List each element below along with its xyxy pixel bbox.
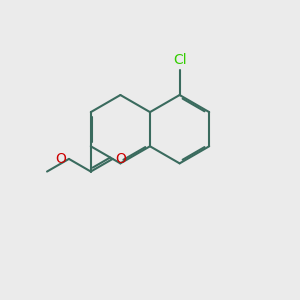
Text: Cl: Cl <box>173 53 186 68</box>
Text: O: O <box>116 152 127 166</box>
Text: O: O <box>55 152 66 166</box>
